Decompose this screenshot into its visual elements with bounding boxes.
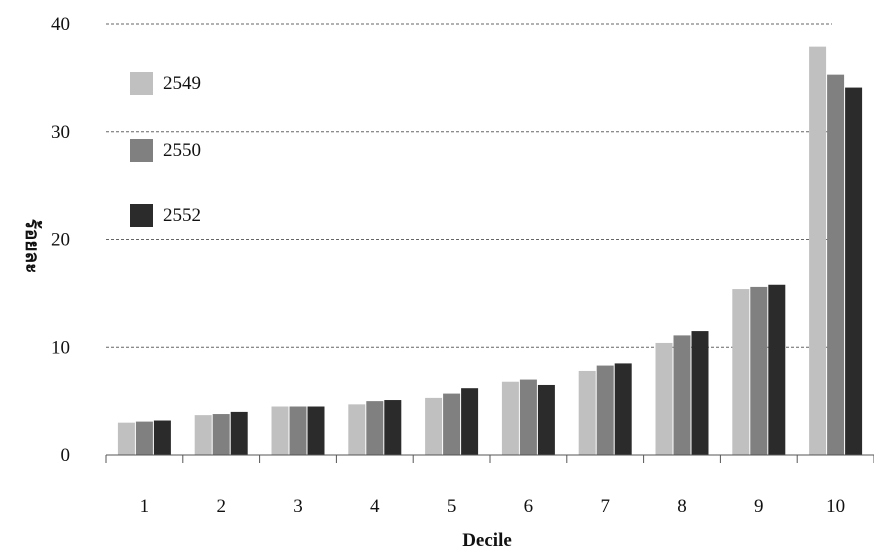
bar-2549-decile-10 [809, 46, 827, 455]
legend-label-2550: 2550 [163, 140, 201, 161]
y-tick-label: 40 [51, 14, 70, 35]
bar-2549-decile-1 [117, 422, 135, 455]
legend: 2549 2550 2552 [130, 72, 201, 227]
bar-2550-decile-3 [289, 406, 307, 455]
gridlines [106, 23, 832, 348]
bar-2550-decile-4 [366, 401, 384, 455]
y-axis-title: ร้อยละ [21, 219, 43, 274]
bar-2552-decile-8 [691, 331, 709, 455]
bar-2552-decile-2 [230, 411, 248, 455]
x-tick-label: 9 [754, 496, 764, 517]
bar-2552-decile-6 [537, 384, 555, 455]
bar-2552-decile-7 [614, 363, 632, 455]
x-tick-label: 8 [677, 496, 687, 517]
x-axis-title: Decile [462, 530, 512, 550]
y-tick-label: 30 [51, 122, 70, 143]
legend-swatch-2550 [130, 139, 153, 162]
bar-2550-decile-9 [750, 286, 768, 455]
bar-2549-decile-5 [425, 397, 443, 455]
x-tick-label: 6 [524, 496, 534, 517]
x-tick-label: 4 [370, 496, 380, 517]
bar-2550-decile-10 [827, 74, 845, 455]
bar-2552-decile-3 [307, 406, 325, 455]
x-tick-label: 2 [216, 496, 226, 517]
tick-labels: 0 10 20 30 40 1 2 3 4 5 6 7 8 9 10 [51, 14, 845, 517]
axes [105, 454, 874, 463]
bar-2549-decile-8 [655, 342, 673, 455]
bar-2550-decile-1 [135, 421, 153, 455]
bar-2552-decile-9 [768, 284, 786, 455]
bar-2549-decile-3 [271, 406, 289, 455]
bar-2552-decile-5 [461, 388, 479, 455]
bar-2549-decile-4 [348, 404, 366, 455]
x-tick-label: 5 [447, 496, 457, 517]
bars [117, 46, 863, 455]
x-tick-label: 7 [600, 496, 610, 517]
bar-2550-decile-8 [673, 335, 691, 455]
legend-label-2549: 2549 [163, 73, 201, 94]
bar-2549-decile-9 [732, 289, 750, 455]
x-tick-label: 3 [293, 496, 303, 517]
legend-swatch-2549 [130, 72, 153, 95]
y-tick-label: 0 [61, 445, 71, 466]
y-tick-label: 20 [51, 230, 70, 251]
bar-2552-decile-4 [384, 400, 402, 455]
bar-2552-decile-10 [845, 87, 863, 455]
bar-2550-decile-2 [212, 414, 230, 455]
bar-2550-decile-6 [519, 379, 537, 455]
x-tick-label: 1 [140, 496, 150, 517]
bar-2552-decile-1 [153, 420, 171, 455]
bar-2549-decile-6 [501, 381, 519, 455]
x-tick-label: 10 [826, 496, 845, 517]
bar-2550-decile-5 [443, 393, 461, 455]
bar-2549-decile-2 [194, 415, 212, 455]
bar-2549-decile-7 [578, 370, 596, 455]
legend-label-2552: 2552 [163, 205, 201, 226]
bar-2550-decile-7 [596, 365, 614, 455]
y-tick-label: 10 [51, 337, 70, 358]
legend-swatch-2552 [130, 204, 153, 227]
